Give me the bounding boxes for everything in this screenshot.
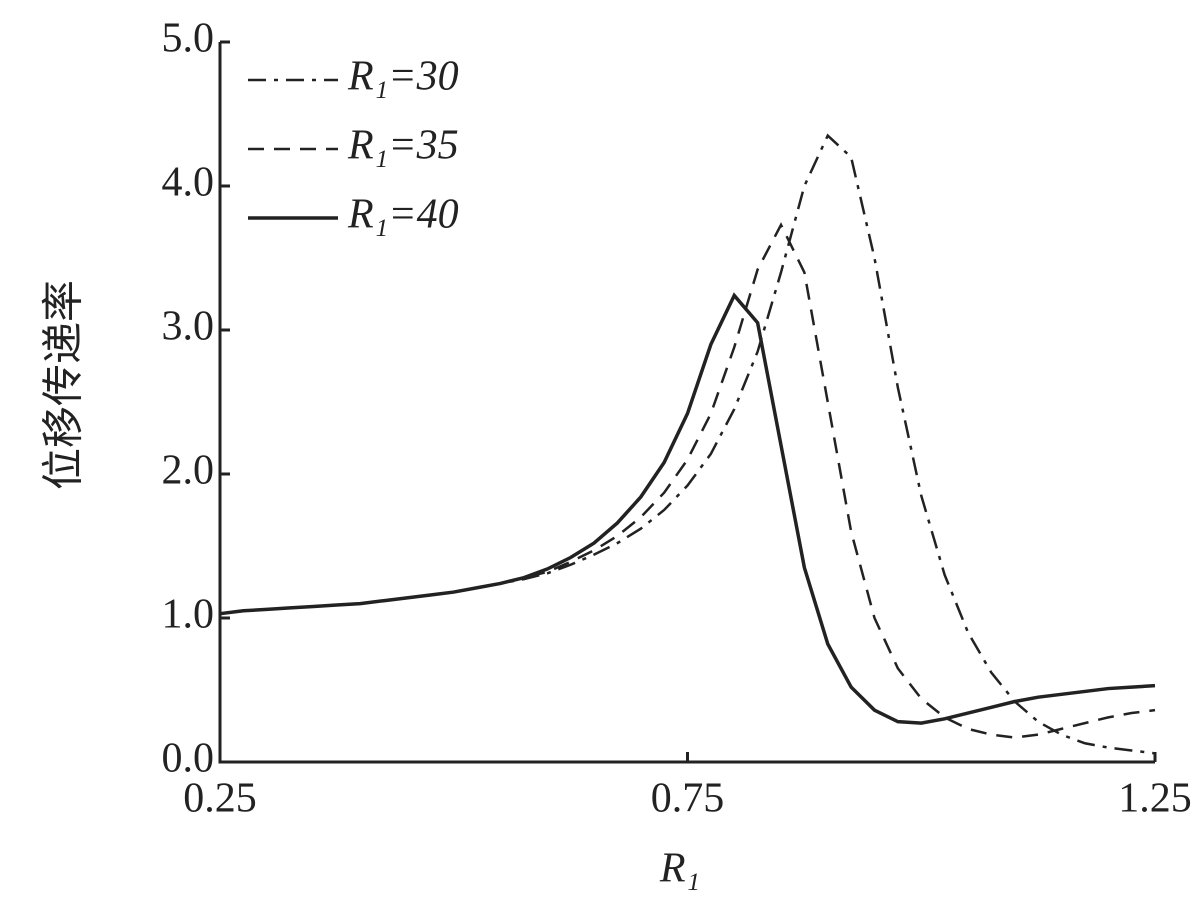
x-tick-label: 1.25 (1118, 776, 1192, 822)
y-tick-label: 3.0 (162, 304, 215, 350)
data-line (219, 292, 1156, 725)
legend-label: R₁=35 (347, 123, 459, 169)
x-tick-label: 0.75 (651, 776, 725, 822)
data-line (219, 222, 1156, 739)
y-tick-label: 2.0 (162, 448, 215, 494)
legend-label: R₁=30 (347, 54, 459, 100)
y-axis-label: 位移传递率 (41, 280, 88, 490)
legend-label: R₁=40 (347, 192, 459, 238)
y-tick-label: 0.0 (162, 736, 215, 782)
y-tick-label: 5.0 (162, 16, 215, 62)
y-tick-label: 4.0 (162, 160, 215, 206)
x-tick-label: 0.25 (183, 776, 257, 822)
x-axis-label: R₁ (659, 846, 700, 892)
y-tick-label: 1.0 (162, 592, 215, 638)
